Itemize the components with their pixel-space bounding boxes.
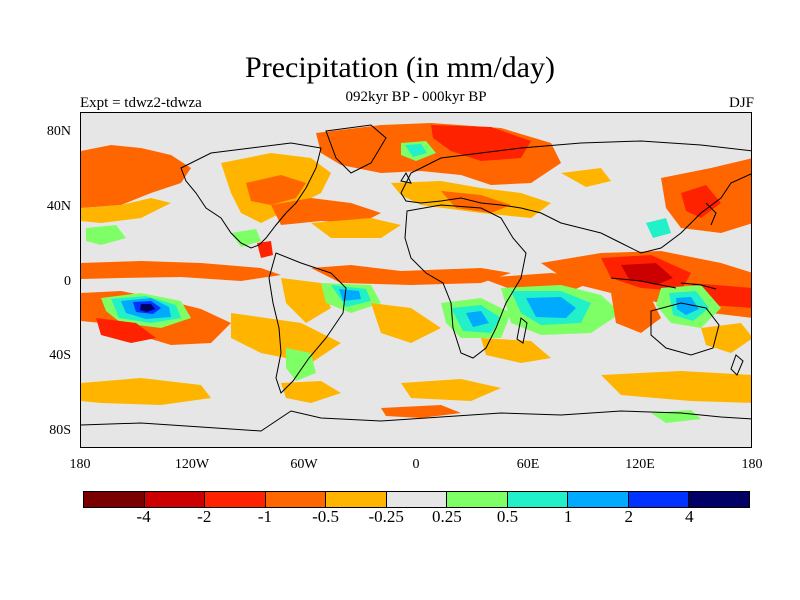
- anomaly-region: [676, 297, 699, 315]
- anomaly-region: [681, 185, 721, 218]
- coastline: [610, 277, 677, 289]
- y-tick-label: 40S: [49, 348, 71, 363]
- anomaly-region: [86, 225, 126, 245]
- anomaly-region: [381, 405, 461, 418]
- anomaly-region: [271, 198, 381, 225]
- anomaly-region: [561, 168, 611, 187]
- color-legend-label: -2: [197, 507, 212, 526]
- x-tick-label: 180: [741, 457, 763, 472]
- anomaly-region: [691, 283, 751, 308]
- precipitation-map: [81, 123, 751, 432]
- x-tick-label: 0: [412, 457, 420, 472]
- season-label: DJF: [728, 95, 754, 111]
- anomaly-region: [401, 379, 501, 401]
- y-tick-label: 80N: [46, 124, 71, 139]
- coastline: [404, 204, 527, 359]
- anomaly-region: [311, 265, 511, 285]
- anomaly-region: [231, 229, 261, 247]
- color-legend-label: 0.5: [496, 507, 519, 526]
- coastline: [81, 410, 751, 432]
- anomaly-region: [371, 303, 441, 343]
- anomaly-region: [140, 304, 155, 312]
- experiment-label: Expt = tdwz2-tdwza: [80, 95, 202, 111]
- color-legend-swatch: [265, 492, 327, 507]
- y-tick-label: 80S: [49, 423, 71, 438]
- anomaly-region: [81, 261, 281, 281]
- coastline: [325, 124, 387, 174]
- anomaly-region: [526, 297, 576, 318]
- anomaly-region: [621, 263, 673, 285]
- x-tick-label: 180: [69, 457, 91, 472]
- color-legend-swatch: [689, 492, 750, 507]
- color-legend-label: 2: [624, 507, 633, 526]
- anomaly-region: [601, 371, 751, 403]
- anomaly-region: [311, 218, 401, 238]
- x-tick-label: 120W: [174, 457, 210, 472]
- coastline: [516, 317, 528, 344]
- anomaly-region: [81, 145, 191, 208]
- anomaly-region: [701, 323, 751, 353]
- anomaly-region: [405, 144, 427, 157]
- coastline: [400, 140, 751, 254]
- plot-title: Precipitation (in mm/day): [245, 51, 555, 84]
- color-legend-label: 4: [685, 507, 694, 526]
- color-legend-label: -1: [257, 507, 272, 526]
- anomaly-region: [481, 338, 551, 363]
- coastline: [650, 302, 720, 356]
- coastline: [680, 282, 717, 290]
- coastline: [268, 252, 347, 394]
- anomaly-region: [96, 318, 156, 343]
- color-legend-swatch: [326, 492, 387, 507]
- anomaly-region: [286, 348, 316, 381]
- x-tick-label: 120E: [625, 457, 655, 472]
- anomaly-region: [281, 381, 341, 403]
- color-legend-swatch: [628, 492, 690, 507]
- color-legend-swatch: [447, 492, 508, 507]
- color-legend-label: -0.25: [368, 507, 404, 526]
- anomaly-region: [431, 125, 531, 161]
- anomaly-region: [231, 313, 341, 363]
- color-legend-swatch: [205, 492, 266, 507]
- map-panel: [80, 112, 752, 448]
- color-legend-swatch: [144, 492, 206, 507]
- color-legend-label: 0.25: [431, 507, 462, 526]
- color-legend-label: -0.5: [312, 507, 339, 526]
- anomaly-region: [611, 293, 661, 333]
- anomaly-region: [257, 241, 273, 258]
- color-legend-swatch: [507, 492, 569, 507]
- anomaly-region: [281, 278, 331, 323]
- coastline: [730, 354, 744, 376]
- y-tick-label: 40N: [46, 199, 71, 214]
- color-legend: [83, 491, 750, 508]
- anomaly-region: [466, 311, 489, 327]
- y-tick-label: 0: [64, 274, 71, 289]
- color-legend-swatch: [84, 492, 145, 507]
- x-tick-label: 60E: [516, 457, 540, 472]
- anomaly-region: [246, 175, 306, 205]
- coastline: [705, 202, 717, 226]
- coastline: [180, 142, 322, 249]
- plot-subtitle: 092kyr BP - 000kyr BP: [345, 89, 487, 105]
- x-tick-label: 60W: [290, 457, 318, 472]
- color-legend-label: 1: [563, 507, 573, 526]
- anomaly-region: [646, 218, 671, 238]
- color-legend-swatch: [568, 492, 629, 507]
- coastline: [400, 171, 412, 184]
- anomaly-region: [81, 378, 211, 405]
- anomaly-region: [81, 198, 171, 223]
- color-legend-swatch: [386, 492, 448, 507]
- color-legend-label: -4: [136, 507, 151, 526]
